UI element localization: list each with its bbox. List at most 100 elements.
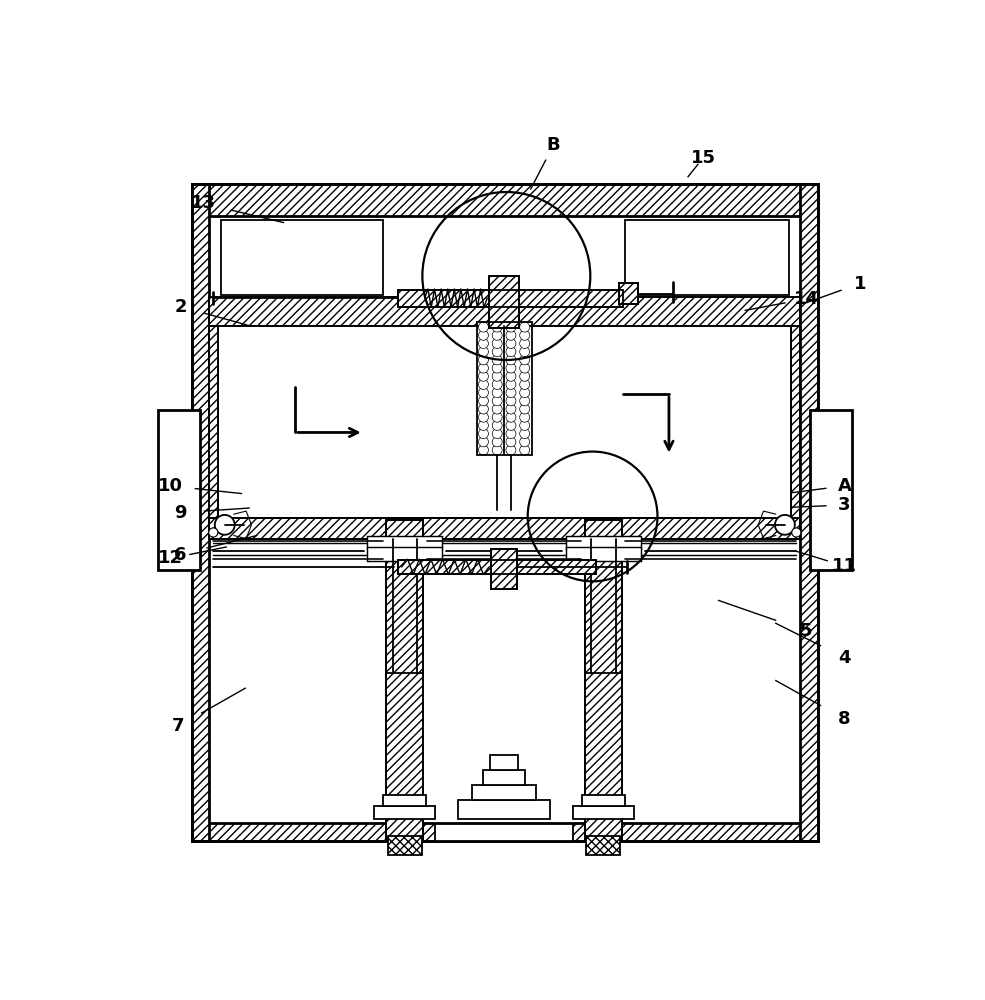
- Bar: [210, 326, 219, 518]
- Bar: [192, 184, 818, 841]
- Bar: [192, 823, 818, 841]
- Circle shape: [215, 515, 234, 535]
- Circle shape: [506, 371, 516, 381]
- Bar: [491, 549, 517, 589]
- Bar: [472, 785, 536, 800]
- Circle shape: [520, 404, 530, 414]
- Text: 14: 14: [794, 290, 819, 308]
- Circle shape: [479, 445, 489, 455]
- Bar: [367, 547, 442, 561]
- Bar: [398, 560, 597, 574]
- Circle shape: [479, 420, 489, 430]
- Circle shape: [506, 420, 516, 430]
- Bar: [386, 520, 424, 841]
- Text: 6: 6: [174, 546, 186, 564]
- Text: 10: 10: [158, 477, 183, 495]
- Bar: [483, 770, 525, 785]
- Bar: [582, 795, 624, 806]
- Text: 1: 1: [854, 275, 866, 293]
- Circle shape: [479, 355, 489, 365]
- Circle shape: [209, 528, 218, 537]
- Circle shape: [506, 355, 516, 365]
- Bar: [210, 518, 800, 539]
- Circle shape: [520, 355, 530, 365]
- Circle shape: [506, 437, 516, 447]
- Bar: [398, 290, 624, 307]
- Circle shape: [492, 322, 502, 332]
- Circle shape: [792, 528, 801, 537]
- Bar: [489, 276, 519, 328]
- Bar: [398, 560, 597, 574]
- Circle shape: [479, 429, 489, 439]
- Bar: [791, 326, 800, 518]
- Circle shape: [492, 388, 502, 398]
- Circle shape: [520, 429, 530, 439]
- Bar: [398, 290, 624, 307]
- Bar: [210, 518, 800, 539]
- Bar: [192, 184, 210, 841]
- Circle shape: [520, 347, 530, 357]
- Circle shape: [492, 330, 502, 340]
- Circle shape: [775, 515, 795, 535]
- Circle shape: [479, 437, 489, 447]
- Bar: [585, 520, 622, 841]
- Bar: [435, 824, 572, 841]
- Bar: [620, 283, 638, 304]
- Circle shape: [492, 445, 502, 455]
- Text: 15: 15: [690, 149, 716, 167]
- Circle shape: [506, 322, 516, 332]
- Bar: [458, 800, 550, 819]
- Circle shape: [520, 363, 530, 373]
- Circle shape: [520, 380, 530, 389]
- Circle shape: [492, 355, 502, 365]
- Circle shape: [520, 339, 530, 348]
- Circle shape: [479, 371, 489, 381]
- Text: 8: 8: [838, 710, 851, 728]
- Bar: [565, 547, 640, 561]
- Bar: [210, 326, 219, 518]
- Circle shape: [479, 339, 489, 348]
- Circle shape: [479, 396, 489, 406]
- Circle shape: [506, 429, 516, 439]
- Circle shape: [492, 396, 502, 406]
- Circle shape: [506, 412, 516, 422]
- Bar: [374, 806, 435, 819]
- Circle shape: [520, 322, 530, 332]
- Circle shape: [520, 420, 530, 430]
- Bar: [586, 836, 621, 855]
- Bar: [565, 536, 640, 549]
- Circle shape: [492, 420, 502, 430]
- Circle shape: [492, 412, 502, 422]
- Circle shape: [506, 339, 516, 348]
- Circle shape: [520, 330, 530, 340]
- Circle shape: [479, 347, 489, 357]
- Circle shape: [479, 322, 489, 332]
- Circle shape: [479, 363, 489, 373]
- Circle shape: [479, 404, 489, 414]
- Circle shape: [492, 339, 502, 348]
- Circle shape: [506, 330, 516, 340]
- Circle shape: [492, 429, 502, 439]
- Circle shape: [506, 380, 516, 389]
- Text: B: B: [547, 136, 560, 154]
- Bar: [585, 520, 622, 841]
- Circle shape: [479, 388, 489, 398]
- Text: 4: 4: [838, 649, 851, 667]
- Bar: [388, 836, 422, 855]
- Bar: [210, 297, 800, 326]
- Text: 5: 5: [800, 622, 813, 640]
- Bar: [572, 806, 633, 819]
- Circle shape: [479, 412, 489, 422]
- Circle shape: [506, 363, 516, 373]
- Bar: [489, 276, 519, 328]
- Circle shape: [520, 412, 530, 422]
- Circle shape: [506, 388, 516, 398]
- Bar: [367, 536, 442, 549]
- Circle shape: [479, 330, 489, 340]
- Bar: [386, 520, 424, 841]
- Circle shape: [492, 380, 502, 389]
- Text: 7: 7: [171, 717, 184, 735]
- Bar: [620, 283, 638, 304]
- Text: 12: 12: [158, 549, 183, 567]
- Text: 13: 13: [191, 194, 216, 212]
